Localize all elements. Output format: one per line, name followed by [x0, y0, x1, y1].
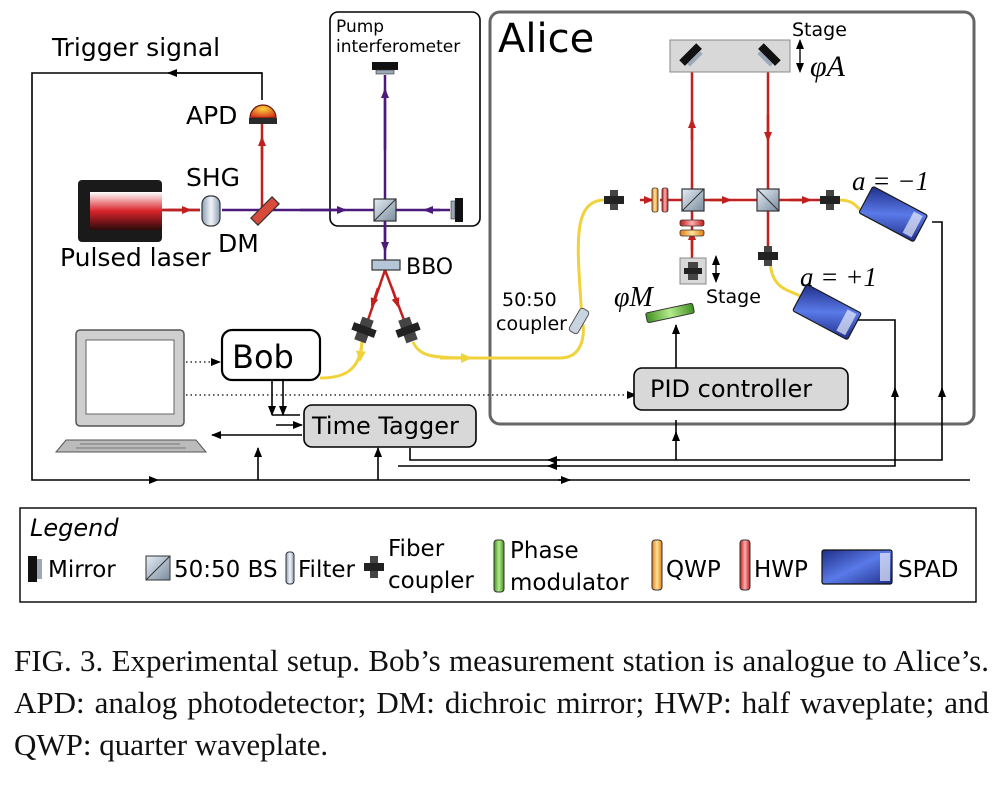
alice-label: Alice [498, 16, 594, 62]
alice-hwp [661, 187, 669, 213]
shg-filter [201, 195, 221, 227]
fiber-coupler-bob-right-icon [395, 316, 421, 344]
legend-phase-modulator-icon [493, 539, 505, 593]
bbo-label: BBO [406, 255, 453, 280]
legend-spad-label: SPAD [898, 557, 958, 583]
legend-phase-label-2: modulator [510, 570, 629, 596]
pump-mirror-top-icon [372, 62, 398, 75]
legend-bs-label: 50:50 BS [174, 557, 278, 583]
a-minus-label: a = −1 [852, 166, 929, 196]
alice-mirror-top-left-icon [679, 43, 703, 67]
phase-modulator [645, 302, 695, 324]
apd-detector [249, 104, 277, 124]
legend-fiber-label-2: coupler [388, 568, 474, 594]
coupler-label-2: coupler [496, 313, 567, 335]
alice-enclosure [488, 10, 976, 426]
setup-diagram: Trigger signal APD SHG DM Pulsed laser P… [19, 10, 977, 603]
a-plus-label: a = +1 [800, 262, 877, 292]
pulsed-laser [78, 180, 162, 242]
fiber-coupler-alice-input-icon [604, 190, 624, 210]
pid-controller-label: PID controller [650, 375, 812, 403]
legend-mirror-icon [28, 556, 42, 582]
spad-minus-icon [858, 186, 928, 242]
legend-hwp-label: HWP [754, 557, 808, 583]
figure-caption: FIG. 3. Experimental setup. Bob’s measur… [14, 643, 989, 762]
setup-diagram-svg: Trigger signal APD SHG DM Pulsed laser P… [19, 10, 977, 603]
dichroic-mirror [250, 196, 280, 226]
alice-mirror-top-right-icon [757, 43, 781, 67]
legend-spad-icon [821, 549, 893, 585]
fiber-coupler-alice-out1-icon [820, 190, 840, 210]
time-tagger-box [303, 404, 477, 448]
alice-beamsplitter-1 [681, 188, 705, 212]
computer-icon [54, 329, 208, 453]
pulsed-laser-label: Pulsed laser [60, 243, 211, 272]
pump-beamsplitter [373, 198, 397, 222]
legend-filter-icon [285, 551, 295, 585]
legend-fiber-label-1: Fiber [388, 536, 445, 562]
shg-label: SHG [186, 163, 240, 192]
legend-hwp-icon [739, 539, 751, 591]
pump-interferometer-label-1: Pump [336, 17, 384, 37]
bob-box [220, 328, 322, 382]
legend-title: Legend [30, 514, 119, 542]
pump-interferometer-label-2: interferometer [336, 37, 460, 57]
alice-qwp [651, 187, 659, 213]
legend-qwp-icon [651, 539, 663, 591]
fiber-coupler-bob-left-icon [351, 316, 377, 344]
spad-plus-icon [792, 284, 862, 340]
fiber-5050-coupler [568, 307, 590, 335]
legend-mirror-label: Mirror [48, 557, 116, 583]
coupler-label-1: 50:50 [502, 289, 557, 311]
dotted-links [186, 358, 637, 399]
fiber-coupler-alice-out2-icon [758, 246, 778, 266]
phi-m-label: φM [614, 282, 654, 313]
alice-hwp-vertical [679, 219, 705, 227]
legend-filter-label: Filter [298, 557, 356, 583]
bob-label: Bob [232, 338, 294, 376]
apd-label: APD [186, 101, 237, 130]
bbo-crystal [371, 259, 401, 271]
pid-controller-box [633, 367, 849, 411]
fiber-coupler-alice-bottom-icon [684, 262, 702, 280]
dm-label: DM [218, 229, 259, 258]
legend-fiber-coupler-icon [364, 556, 384, 578]
alice-qwp-vertical [679, 229, 705, 237]
legend-qwp-label: QWP [666, 557, 721, 583]
phi-a-label: φA [810, 50, 846, 83]
pump-mirror-right-icon [450, 198, 463, 222]
legend-phase-label-1: Phase [510, 538, 579, 564]
stage-m-label: Stage [706, 286, 761, 308]
time-tagger-label: Time Tagger [311, 412, 459, 440]
legend-bs-icon [145, 555, 171, 581]
signal-cables [31, 69, 970, 484]
pump-interferometer-box [329, 11, 481, 227]
trigger-signal-label: Trigger signal [51, 33, 220, 62]
legend: Legend Mirror 50:50 BS Filter Fiber coup… [19, 507, 977, 603]
stage-arrows [712, 39, 804, 283]
stage-a-label: Stage [792, 19, 847, 41]
alice-beamsplitter-2 [756, 188, 780, 212]
